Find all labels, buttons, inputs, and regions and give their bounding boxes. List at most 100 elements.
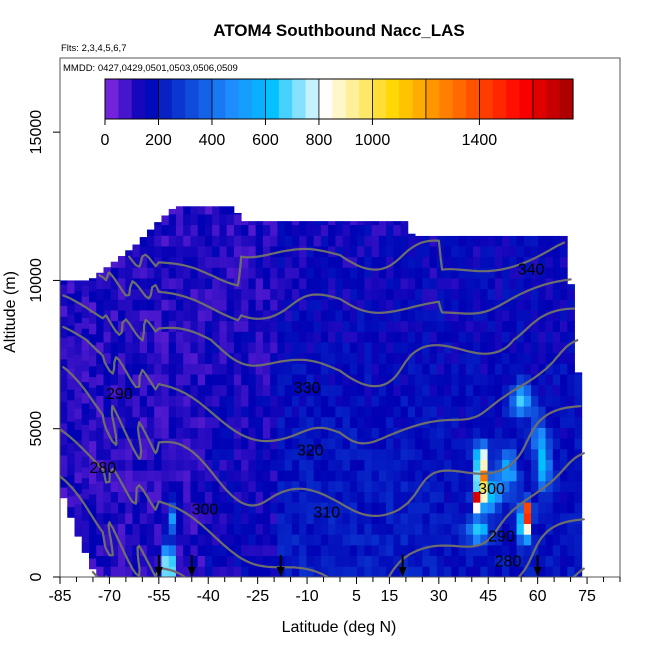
heatmap-cell	[567, 491, 575, 503]
heatmap-cell	[233, 438, 242, 450]
heatmap-cell	[422, 406, 430, 418]
heatmap-cell	[139, 342, 148, 354]
heatmap-cell	[480, 320, 488, 332]
heatmap-cell	[451, 470, 459, 482]
heatmap-cell	[284, 395, 293, 407]
heatmap-cell	[132, 406, 141, 418]
heatmap-cell	[74, 514, 83, 526]
heatmap-cell	[451, 534, 459, 546]
heatmap-cell	[574, 491, 583, 503]
heatmap-cell	[364, 310, 373, 322]
heatmap-cell	[494, 320, 503, 332]
heatmap-cell	[538, 427, 546, 439]
heatmap-cell	[422, 267, 430, 279]
heatmap-cell	[429, 523, 438, 535]
heatmap-cell	[458, 448, 467, 460]
heatmap-cell	[154, 224, 162, 236]
heatmap-cell	[248, 235, 257, 247]
heatmap-cell	[422, 491, 430, 503]
heatmap-cell	[270, 502, 278, 514]
heatmap-cell	[241, 278, 249, 290]
heatmap-cell	[538, 331, 546, 343]
heatmap-cell	[74, 493, 83, 505]
heatmap-cell	[110, 278, 119, 290]
heatmap-cell	[560, 288, 568, 300]
heatmap-cell	[349, 221, 358, 226]
heatmap-cell	[270, 480, 278, 492]
heatmap-cell	[516, 544, 525, 557]
heatmap-cell	[465, 384, 474, 396]
heatmap-cell	[451, 512, 459, 525]
heatmap-cell	[139, 256, 148, 268]
heatmap-cell	[96, 278, 104, 290]
heatmap-cell	[226, 288, 235, 300]
heatmap-cell	[270, 438, 278, 450]
heatmap-cell	[509, 502, 517, 514]
heatmap-cell	[400, 288, 409, 300]
heatmap-cell	[531, 395, 539, 407]
heatmap-cell	[212, 406, 220, 418]
heatmap-cell	[320, 320, 329, 332]
heatmap-cell	[175, 470, 184, 482]
heatmap-cell	[212, 512, 220, 525]
heatmap-cell	[487, 470, 496, 482]
heatmap-cell	[342, 331, 351, 343]
heatmap-cell	[110, 555, 119, 567]
heatmap-cell	[444, 480, 452, 492]
heatmap-cell	[429, 480, 438, 492]
heatmap-cell	[480, 256, 488, 268]
heatmap-cell	[494, 363, 503, 375]
heatmap-cell	[328, 221, 336, 226]
heatmap-cell	[255, 246, 264, 258]
heatmap-cell	[67, 314, 75, 326]
heatmap-cell	[262, 480, 271, 492]
heatmap-cell	[516, 416, 525, 428]
heatmap-cell	[306, 416, 315, 428]
heatmap-cell	[567, 427, 575, 439]
heatmap-cell	[248, 459, 257, 471]
heatmap-cell	[241, 448, 249, 460]
heatmap-cell	[415, 363, 423, 375]
heatmap-cell	[429, 320, 438, 332]
heatmap-cell	[574, 534, 583, 546]
heatmap-cell	[429, 470, 438, 482]
heatmap-cell	[531, 342, 539, 354]
heatmap-cell	[161, 342, 170, 354]
heatmap-cell	[60, 348, 68, 360]
heatmap-cell	[183, 512, 191, 525]
heatmap-cell	[183, 278, 191, 290]
heatmap-cell	[393, 352, 402, 364]
heatmap-cell	[407, 416, 416, 428]
heatmap-cell	[386, 221, 394, 226]
heatmap-cell	[494, 331, 503, 343]
heatmap-cell	[233, 331, 242, 343]
heatmap-cell	[386, 448, 394, 460]
heatmap-cell	[117, 544, 126, 557]
heatmap-cell	[132, 470, 141, 482]
heatmap-cell	[560, 299, 568, 311]
heatmap-cell	[349, 331, 358, 343]
heatmap-cell	[545, 544, 554, 557]
heatmap-cell	[226, 374, 235, 386]
heatmap-cell	[306, 384, 315, 396]
heatmap-cell	[429, 459, 438, 471]
heatmap-cell	[335, 235, 344, 247]
heatmap-cell	[175, 310, 184, 322]
heatmap-cell	[357, 221, 365, 226]
heatmap-cell	[357, 267, 365, 279]
heatmap-cell	[219, 438, 228, 450]
heatmap-cell	[335, 459, 344, 471]
heatmap-cell	[212, 502, 220, 514]
heatmap-cell	[81, 520, 90, 532]
heatmap-cell	[342, 534, 351, 546]
heatmap-cell	[204, 512, 213, 525]
heatmap-cell	[494, 470, 503, 482]
heatmap-cell	[197, 256, 206, 268]
heatmap-cell	[88, 387, 97, 399]
heatmap-cell	[299, 224, 307, 236]
heatmap-cell	[161, 374, 170, 386]
heatmap-cell	[349, 544, 358, 557]
heatmap-cell	[277, 406, 286, 418]
heatmap-cell	[284, 363, 293, 375]
heatmap-cell	[320, 459, 329, 471]
